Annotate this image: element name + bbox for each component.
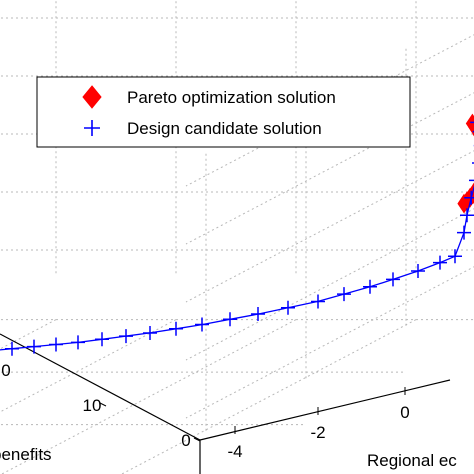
y-tick-mark-0 <box>193 437 201 442</box>
design-point-11 <box>27 339 41 354</box>
design-point-30 <box>460 208 474 223</box>
design-point-36 <box>470 121 474 124</box>
design-point-29 <box>457 225 471 240</box>
design-point-16 <box>143 325 157 340</box>
x-tick-label-2: 0 <box>400 403 409 422</box>
series-1 <box>0 121 474 356</box>
design-point-32 <box>469 179 474 182</box>
design-point-22 <box>311 294 325 309</box>
grid-line-floor-x-3 <box>120 319 417 474</box>
design-point-20 <box>251 307 265 322</box>
design-point-26 <box>411 264 425 278</box>
x-axis-label: Regional ec <box>367 451 457 470</box>
design-point-25 <box>386 272 400 287</box>
y-tick-mark-1 <box>99 402 107 407</box>
design-point-19 <box>223 312 237 327</box>
grid-line-floor-x-1 <box>0 319 177 413</box>
y-tick-label-extra: 0 <box>1 361 10 380</box>
legend-label-design: Design candidate solution <box>127 119 322 138</box>
y-tick-label-1: 10 <box>83 396 102 415</box>
x-tick-label-1: -2 <box>310 423 325 442</box>
series-layer <box>0 113 474 356</box>
legend-box <box>36 76 411 148</box>
grid-line-sidewall-z-3 <box>185 92 474 245</box>
grid-line-sidewall-z-1 <box>185 208 474 361</box>
design-point-12 <box>49 337 63 352</box>
pareto-point-19 <box>465 113 474 134</box>
x-axis-line <box>199 379 451 441</box>
design-point-21 <box>281 300 295 315</box>
grid-line-floor-x-0 <box>0 319 57 350</box>
legend-label-pareto: Pareto optimization solution <box>127 88 336 107</box>
grid-line-floor-x-2 <box>0 319 297 474</box>
y-axis-line <box>0 333 201 441</box>
y-axis-label: benefits <box>0 445 52 464</box>
design-point-23 <box>337 287 351 302</box>
legend: Pareto optimization solution Design cand… <box>36 76 411 148</box>
design-point-18 <box>195 317 209 332</box>
design-point-27 <box>433 255 447 270</box>
grid-line-sidewall-z-0 <box>185 266 474 419</box>
design-point-10 <box>5 341 19 356</box>
design-point-28 <box>448 249 462 264</box>
x-tick-label-0: -4 <box>227 442 242 461</box>
design-curve <box>0 185 474 351</box>
grid-line-sidewall-z-2 <box>185 150 474 303</box>
design-point-14 <box>95 332 109 347</box>
y-tick-label-0: 0 <box>181 431 190 450</box>
design-point-15 <box>119 329 133 344</box>
tick-labels: -4 -2 0 0 10 0 <box>1 361 409 461</box>
design-point-17 <box>169 321 183 336</box>
design-point-13 <box>71 335 85 350</box>
design-point-31 <box>464 190 474 205</box>
design-point-24 <box>363 279 377 294</box>
legend-plus-marker <box>84 120 100 136</box>
legend-diamond-marker <box>82 85 102 109</box>
axis-labels: benefits Regional ec <box>0 445 457 470</box>
